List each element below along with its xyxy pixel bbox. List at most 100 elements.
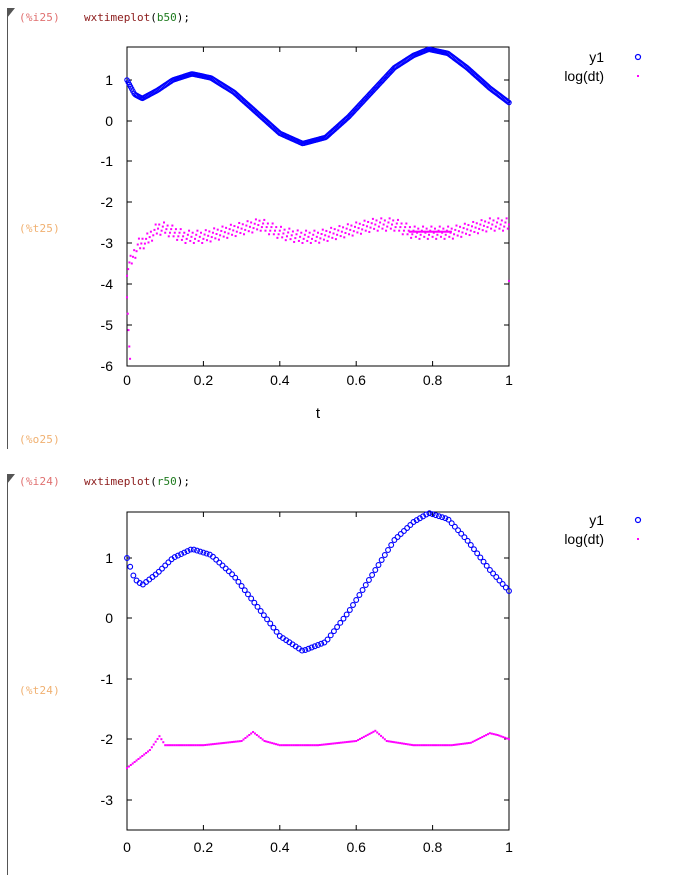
- logdt-point: [363, 219, 366, 222]
- logdt-point: [416, 744, 419, 747]
- logdt-point: [166, 224, 169, 227]
- y1-point: [219, 562, 226, 569]
- logdt-point: [402, 742, 405, 745]
- logdt-point: [500, 735, 503, 738]
- logdt-point: [336, 233, 339, 236]
- logdt-point: [441, 231, 444, 234]
- logdt-point: [380, 217, 383, 220]
- logdt-point: [481, 229, 484, 232]
- logdt-point: [244, 228, 247, 231]
- logdt-point: [324, 743, 327, 746]
- logdt-point: [317, 744, 319, 747]
- logdt-point: [171, 224, 174, 227]
- logdt-point: [127, 765, 130, 768]
- logdt-point: [166, 744, 169, 747]
- logdt-point: [305, 744, 308, 747]
- y1-point: [432, 512, 439, 519]
- logdt-point: [429, 229, 432, 232]
- logdt-point: [322, 743, 325, 746]
- cell-2[interactable]: (%i24) wxtimeplot(r50); (%t24) 0 0.2 0.4 0.…: [0, 466, 686, 875]
- logdt-point: [149, 230, 152, 233]
- logdt-point: [467, 742, 470, 745]
- logdt-point: [373, 227, 376, 230]
- logdt-point: [131, 762, 134, 765]
- logdt-point: [135, 759, 138, 762]
- logdt-point: [473, 230, 476, 233]
- logdt-point: [385, 740, 388, 742]
- logdt-point: [252, 731, 255, 733]
- logdt-point: [469, 741, 472, 744]
- cell-bracket-marker[interactable]: [7, 8, 15, 18]
- logdt-point: [412, 744, 415, 747]
- logdt-point: [325, 229, 328, 232]
- logdt-point: [210, 743, 213, 746]
- logdt-point: [448, 230, 451, 233]
- y-tick-label: 0: [105, 610, 113, 626]
- logdt-point: [173, 744, 176, 747]
- logdt-point: [314, 239, 317, 242]
- logdt-point: [423, 744, 426, 747]
- logdt-point: [145, 237, 148, 240]
- logdt-point: [506, 737, 509, 740]
- logdt-point: [416, 231, 419, 234]
- logdt-point: [154, 223, 157, 226]
- logdt-point: [248, 225, 251, 228]
- logdt-point: [476, 232, 479, 235]
- logdt-point: [333, 228, 336, 231]
- logdt-point: [226, 236, 229, 239]
- logdt-point: [397, 741, 400, 744]
- logdt-point: [276, 743, 279, 746]
- logdt-point: [360, 736, 363, 739]
- logdt-point: [242, 233, 245, 236]
- logdt-point: [504, 221, 507, 224]
- y1-point: [254, 603, 261, 610]
- logdt-point: [401, 233, 404, 236]
- logdt-point: [169, 744, 172, 747]
- logdt-point: [479, 737, 482, 739]
- y1-point: [483, 562, 490, 569]
- logdt-point: [301, 241, 304, 244]
- y1-point: [490, 570, 497, 577]
- y-tick-label: -5: [101, 317, 114, 333]
- logdt-point: [204, 229, 207, 232]
- logdt-point: [203, 233, 206, 236]
- logdt-point: [265, 740, 268, 743]
- y1-point: [270, 624, 277, 631]
- logdt-point: [334, 742, 337, 745]
- logdt-point: [332, 742, 335, 745]
- logdt-point: [139, 247, 142, 250]
- logdt-point: [433, 230, 436, 233]
- logdt-point: [181, 744, 184, 747]
- logdt-point: [445, 230, 448, 233]
- logdt-point: [332, 232, 335, 235]
- logdt-point: [443, 744, 446, 747]
- logdt-point: [398, 229, 401, 232]
- y1-point: [375, 562, 382, 568]
- y-tick-label: -3: [101, 792, 114, 808]
- x-tick-label: 1: [505, 839, 513, 855]
- logdt-point: [196, 229, 199, 232]
- logdt-point: [211, 231, 214, 234]
- logdt-point: [208, 743, 211, 746]
- logdt-point: [326, 239, 329, 242]
- plot-frame: [126, 511, 510, 831]
- logdt-point: [147, 241, 150, 244]
- logdt-point: [322, 238, 325, 241]
- cell-bracket-marker[interactable]: [7, 474, 15, 484]
- x-tick-label: 0.6: [346, 839, 366, 855]
- x-tick-label: 0: [123, 372, 131, 388]
- logdt-point: [450, 227, 453, 230]
- logdt-point: [400, 222, 403, 225]
- y1-point: [238, 583, 245, 589]
- y1-point: [127, 563, 134, 570]
- logdt-point: [190, 744, 193, 747]
- y1-point: [502, 584, 509, 591]
- logdt-point: [168, 744, 171, 747]
- logdt-point: [127, 329, 130, 332]
- input-code[interactable]: wxtimeplot(b50);: [84, 11, 190, 24]
- logdt-point: [208, 230, 211, 233]
- logdt-point: [413, 225, 416, 228]
- y1-point: [267, 620, 274, 627]
- input-code[interactable]: wxtimeplot(r50);: [84, 475, 190, 488]
